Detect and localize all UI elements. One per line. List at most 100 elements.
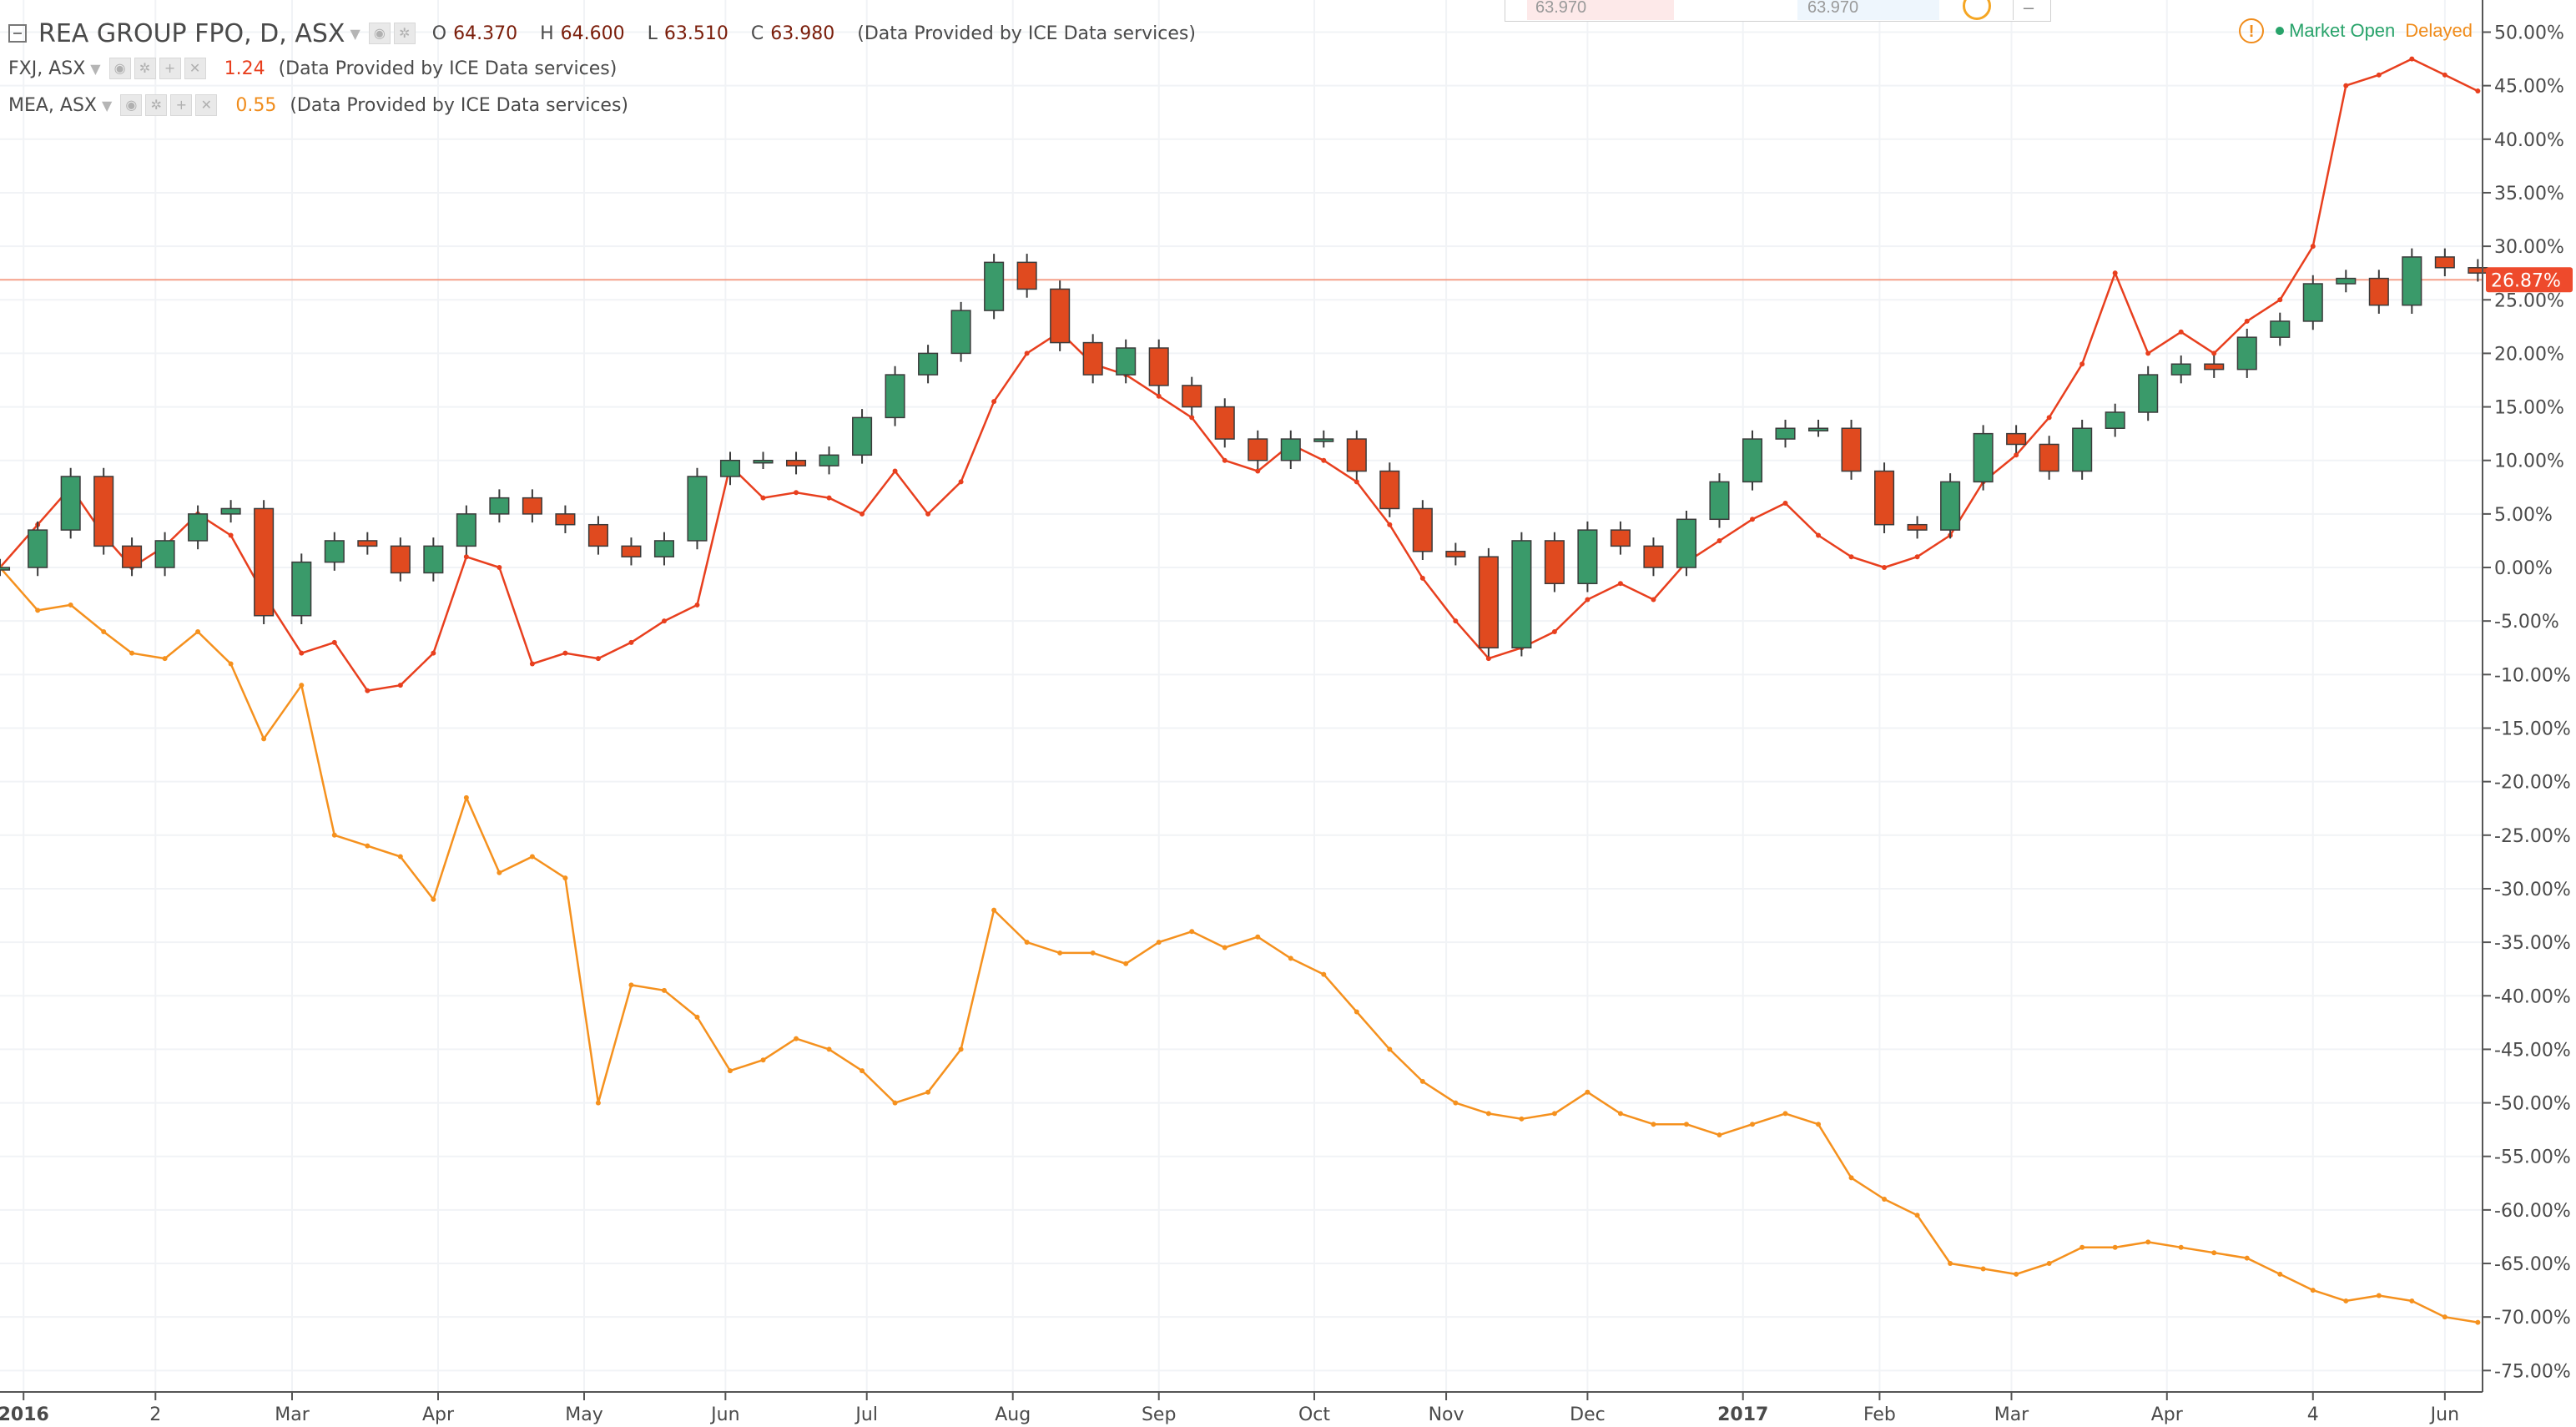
candle[interactable] — [2236, 328, 2257, 378]
fxj-line[interactable] — [0, 58, 2478, 692]
close-icon[interactable]: ✕ — [195, 94, 218, 116]
eye-icon[interactable]: ◉ — [120, 94, 143, 116]
candle[interactable] — [687, 467, 708, 550]
warning-icon[interactable]: ! — [2239, 18, 2265, 43]
candle[interactable] — [785, 451, 807, 475]
candle[interactable] — [324, 532, 345, 571]
eye-icon[interactable]: ◉ — [368, 23, 391, 44]
candle[interactable] — [1280, 430, 1301, 469]
candle[interactable] — [1412, 500, 1433, 561]
candle[interactable] — [1050, 280, 1071, 351]
trade-icon[interactable] — [1963, 0, 1991, 20]
candle[interactable] — [423, 537, 444, 582]
gear-icon[interactable]: ✲ — [134, 58, 156, 79]
candle[interactable] — [2039, 436, 2059, 480]
gear-icon[interactable]: ✲ — [393, 23, 416, 44]
candle[interactable] — [254, 500, 275, 625]
candle[interactable] — [1082, 334, 1103, 384]
candle[interactable] — [522, 489, 542, 523]
candle[interactable] — [719, 451, 741, 486]
candle[interactable] — [1907, 516, 1928, 539]
candle[interactable] — [2170, 355, 2191, 384]
gear-icon[interactable]: ✲ — [145, 94, 168, 116]
candle[interactable] — [2006, 425, 2027, 453]
candle[interactable] — [1511, 532, 1532, 657]
candle[interactable] — [984, 254, 1005, 320]
candle[interactable] — [154, 532, 175, 577]
candle[interactable] — [1841, 419, 1862, 480]
candle[interactable] — [753, 451, 774, 469]
candle[interactable] — [1973, 425, 1994, 491]
candle[interactable] — [1379, 462, 1400, 517]
plus-icon[interactable]: + — [170, 94, 193, 116]
candle[interactable] — [1940, 473, 1961, 539]
candle[interactable] — [93, 467, 114, 555]
candle[interactable] — [621, 537, 642, 566]
candle[interactable] — [1544, 532, 1565, 592]
candle[interactable] — [2270, 312, 2291, 346]
main-symbol-title[interactable]: REA GROUP FPO, D, ASX — [38, 18, 345, 48]
candle[interactable] — [1807, 419, 1829, 437]
candle[interactable] — [587, 516, 608, 555]
candle[interactable] — [122, 537, 143, 577]
candle[interactable] — [1182, 376, 1202, 416]
candle[interactable] — [2302, 275, 2323, 330]
candle[interactable] — [2138, 366, 2159, 421]
candle[interactable] — [1775, 419, 1796, 448]
eye-icon[interactable]: ◉ — [108, 58, 131, 79]
candle[interactable] — [1577, 521, 1598, 592]
candle[interactable] — [2072, 419, 2093, 480]
delayed-label[interactable]: Delayed — [2405, 20, 2473, 41]
minimize-icon[interactable]: – — [2013, 0, 2044, 20]
candle[interactable] — [220, 500, 241, 523]
candle[interactable] — [1445, 542, 1466, 566]
candle[interactable] — [555, 505, 576, 533]
chevron-down-icon[interactable]: ▼ — [350, 25, 360, 42]
candle[interactable] — [1478, 547, 1499, 657]
candle[interactable] — [0, 558, 11, 577]
chevron-down-icon[interactable]: ▼ — [90, 60, 101, 77]
candle[interactable] — [2204, 355, 2225, 378]
plus-icon[interactable]: + — [159, 58, 181, 79]
mea-line[interactable] — [0, 567, 2478, 1324]
fxj-symbol[interactable]: FXJ, ASX — [8, 58, 86, 79]
candle[interactable] — [489, 489, 510, 523]
candle[interactable] — [1248, 430, 1268, 469]
mea-symbol[interactable]: MEA, ASX — [8, 94, 98, 116]
candle[interactable] — [1346, 430, 1367, 480]
candle[interactable] — [1116, 339, 1137, 384]
candle[interactable] — [819, 446, 839, 475]
collapse-legend-icon[interactable] — [8, 24, 27, 43]
candle[interactable] — [852, 409, 873, 464]
candle[interactable] — [1643, 537, 1664, 577]
candle[interactable] — [60, 467, 81, 539]
candle[interactable] — [2105, 403, 2125, 437]
candle[interactable] — [456, 505, 476, 555]
candle[interactable] — [950, 301, 971, 362]
candle[interactable] — [357, 532, 378, 555]
candle[interactable] — [1709, 473, 1730, 528]
candle[interactable] — [1313, 430, 1334, 448]
candle[interactable] — [291, 553, 312, 625]
candle[interactable] — [2368, 270, 2389, 314]
candle[interactable] — [885, 366, 905, 426]
candle[interactable] — [1148, 339, 1169, 395]
candle[interactable] — [1874, 462, 1895, 533]
candle[interactable] — [918, 345, 939, 384]
chevron-down-icon[interactable]: ▼ — [102, 97, 113, 113]
bid-value[interactable]: 63.970 — [1527, 0, 1674, 20]
ask-value[interactable]: 63.970 — [1797, 0, 1939, 20]
candle[interactable] — [2336, 270, 2357, 293]
candle[interactable] — [28, 521, 48, 577]
close-icon[interactable]: ✕ — [184, 58, 206, 79]
candle[interactable] — [1016, 254, 1037, 298]
candle[interactable] — [2402, 248, 2422, 314]
candle[interactable] — [1610, 521, 1631, 555]
candle[interactable] — [2434, 248, 2455, 277]
candle[interactable] — [653, 532, 675, 566]
candle[interactable] — [188, 505, 209, 550]
candle[interactable] — [1214, 398, 1235, 448]
candle[interactable] — [1742, 430, 1763, 491]
candle[interactable] — [390, 537, 411, 582]
